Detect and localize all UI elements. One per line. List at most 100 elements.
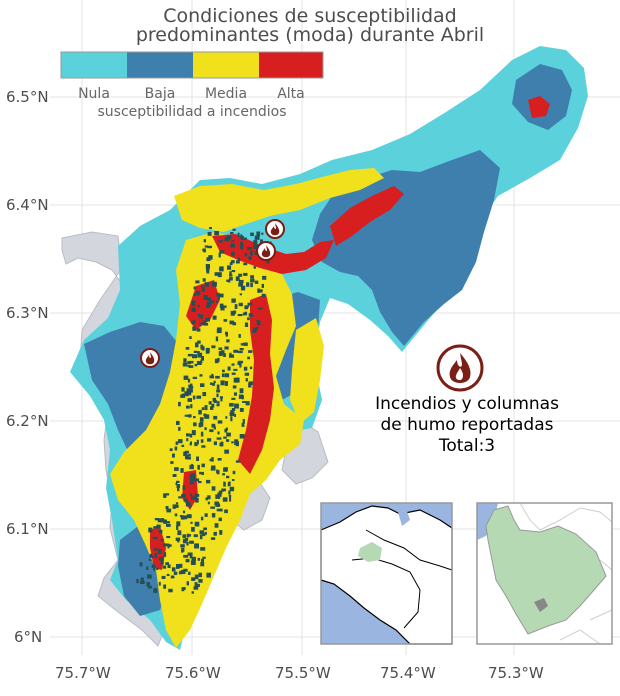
mixed-cell	[234, 439, 239, 443]
fire-icon	[140, 348, 160, 368]
mixed-cell	[193, 293, 197, 297]
mixed-cell	[153, 548, 158, 551]
mixed-cell	[245, 378, 248, 382]
mixed-cell	[216, 384, 220, 390]
lon-tick-label: 75.3°W	[488, 664, 544, 682]
mixed-cell	[223, 353, 226, 357]
mixed-cell	[255, 326, 259, 330]
mixed-cell	[211, 423, 216, 428]
mixed-cell	[229, 277, 233, 281]
mixed-cell	[218, 252, 221, 258]
mixed-cell	[223, 467, 228, 472]
mixed-cell	[196, 456, 199, 461]
mixed-cell	[163, 519, 167, 524]
mixed-cell	[183, 568, 188, 572]
mixed-cell	[170, 461, 174, 464]
mixed-cell	[205, 264, 210, 269]
lat-tick-label: 6°N	[14, 628, 43, 646]
mixed-cell	[261, 293, 266, 298]
mixed-cell	[224, 237, 230, 242]
mixed-cell	[189, 504, 192, 508]
mixed-cell	[178, 401, 181, 407]
mixed-cell	[194, 363, 198, 367]
mixed-cell	[174, 513, 178, 517]
mixed-cell	[223, 436, 227, 439]
mixed-cell	[178, 570, 183, 575]
mixed-cell	[183, 587, 186, 590]
fire-icon	[256, 241, 276, 261]
mixed-cell	[230, 410, 234, 415]
mixed-cell	[250, 232, 254, 237]
mixed-cell	[191, 301, 196, 306]
mixed-cell	[232, 313, 235, 316]
mixed-cell	[229, 352, 232, 357]
mixed-cell	[186, 438, 189, 442]
mixed-cell	[160, 518, 164, 523]
mixed-cell	[244, 311, 248, 316]
mixed-cell	[189, 336, 192, 339]
mixed-cell	[197, 481, 202, 484]
fire-note-total: Total:3	[438, 436, 496, 456]
mixed-cell	[233, 349, 238, 353]
mixed-cell	[227, 482, 231, 487]
mixed-cell	[229, 496, 232, 502]
mixed-cell	[230, 232, 234, 235]
mixed-cell	[217, 470, 220, 475]
mixed-cell	[178, 426, 181, 431]
mixed-cell	[247, 317, 250, 321]
mixed-cell	[193, 586, 199, 590]
mixed-cell	[191, 556, 196, 561]
mixed-cell	[256, 231, 261, 237]
mixed-cell	[200, 562, 205, 567]
mixed-cell	[197, 351, 200, 354]
mixed-cell	[229, 486, 235, 492]
mixed-cell	[185, 558, 190, 563]
mixed-cell	[198, 572, 202, 578]
mixed-cell	[217, 420, 223, 424]
mixed-cell	[218, 517, 222, 522]
mixed-cell	[246, 282, 250, 287]
mixed-cell	[227, 366, 231, 371]
mixed-cell	[211, 486, 216, 491]
mixed-cell	[232, 228, 236, 231]
mixed-cell	[230, 260, 235, 264]
mixed-cell	[242, 419, 245, 424]
mixed-cell	[194, 543, 199, 549]
mixed-cell	[158, 548, 162, 554]
mixed-cell	[182, 534, 187, 538]
mixed-cell	[257, 320, 261, 326]
mixed-cell	[204, 531, 207, 535]
mixed-cell	[201, 285, 204, 288]
mixed-cell	[189, 540, 194, 544]
mixed-cell	[215, 300, 219, 303]
mixed-cell	[226, 475, 230, 479]
mixed-cell	[160, 538, 164, 542]
mixed-cell	[219, 303, 224, 308]
mixed-cell	[220, 397, 223, 402]
mixed-cell	[244, 253, 248, 257]
mixed-cell	[205, 497, 208, 501]
mixed-cell	[228, 490, 231, 495]
mixed-cell	[231, 397, 236, 400]
mixed-cell	[217, 458, 222, 461]
mixed-cell	[231, 251, 235, 257]
mixed-cell	[140, 580, 145, 584]
mixed-cell	[154, 518, 160, 521]
mixed-cell	[163, 552, 167, 557]
lat-tick-label: 6.3°N	[6, 304, 49, 322]
mixed-cell	[176, 564, 180, 569]
mixed-cell	[225, 416, 228, 419]
mixed-cell	[186, 388, 192, 394]
mixed-cell	[187, 353, 193, 357]
mixed-cell	[182, 362, 188, 367]
legend-label-alta: Alta	[277, 86, 305, 102]
legend-label-baja: Baja	[144, 86, 176, 102]
mixed-cell	[176, 521, 181, 527]
fire-note-line-2: de humo reportadas	[380, 415, 554, 435]
mixed-cell	[242, 312, 245, 316]
mixed-cell	[181, 587, 185, 592]
mixed-cell	[224, 428, 228, 433]
mixed-cell	[248, 257, 252, 260]
mixed-cell	[190, 404, 193, 409]
mixed-cell	[212, 397, 217, 402]
